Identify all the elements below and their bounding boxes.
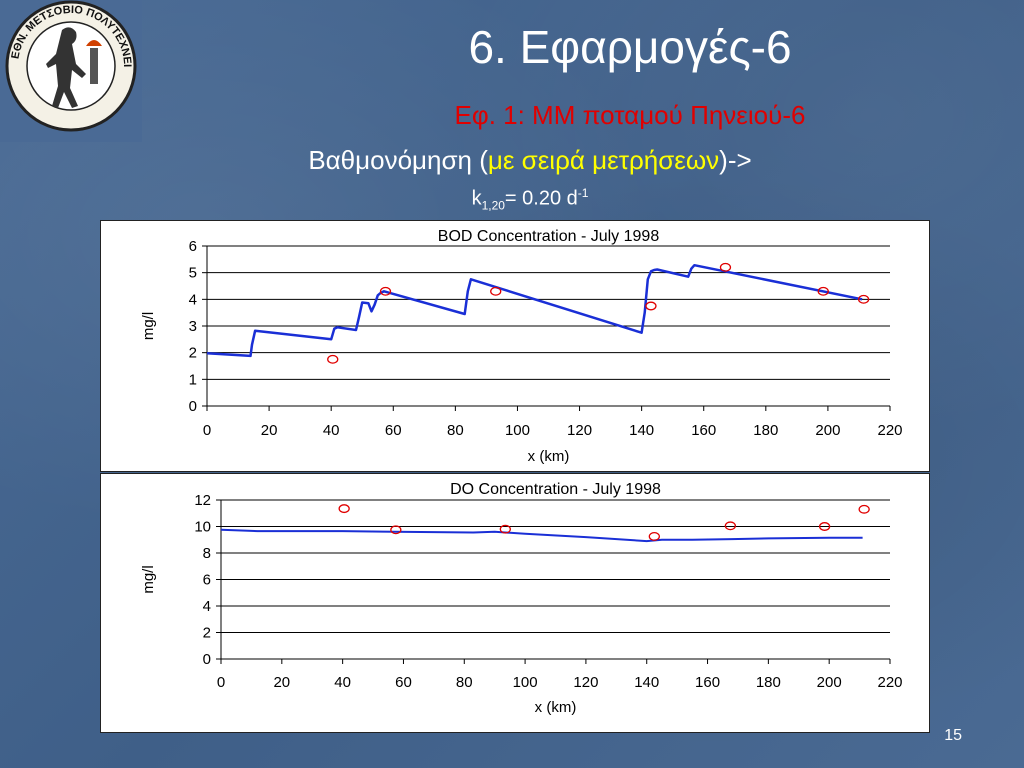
bod-x-tick-label: 0: [203, 422, 211, 439]
bod-y-tick-label: 0: [189, 398, 197, 415]
bod-chart-title: BOD Concentration - July 1998: [438, 228, 660, 245]
bod-x-tick-label: 60: [385, 422, 402, 439]
do-y-axis-label: mg/l: [140, 565, 157, 593]
do-observed-point: [724, 521, 737, 531]
do-x-tick-label: 200: [817, 674, 842, 691]
do-y-tick-label: 4: [203, 598, 211, 615]
bod-x-tick-label: 180: [753, 422, 778, 439]
do-y-tick-label: 10: [194, 519, 211, 536]
bod-observed-point: [857, 294, 870, 304]
do-y-tick-label: 2: [203, 625, 211, 642]
bod-model-line: [206, 263, 863, 358]
bod-observed-point: [490, 286, 502, 296]
bod-x-tick-label: 140: [629, 422, 654, 439]
do-observed-point: [499, 524, 511, 534]
bod-x-axis-label: x (km): [528, 448, 570, 465]
do-x-tick-label: 100: [513, 674, 538, 691]
do-x-tick-label: 140: [634, 674, 659, 691]
do-y-tick-label: 12: [194, 492, 211, 509]
do-model-line: [220, 528, 863, 543]
bod-x-tick-label: 100: [505, 422, 530, 439]
bod-chart-panel: BOD Concentration - July 1998 0 1 2 3 4 5 6 0 20 4…: [100, 220, 930, 472]
bod-observed-point: [817, 286, 829, 296]
seal-icon: ΕΘΝ. ΜΕΤΣΟΒΙΟ ΠΟΛΥΤΕΧΝΕΙΟ: [0, 0, 137, 132]
do-x-tick-label: 40: [334, 674, 351, 691]
calibration-text: Βαθμονόμηση (: [308, 145, 488, 175]
k-symbol: k: [471, 187, 482, 210]
k-value: = 0.20 d: [504, 187, 578, 210]
bod-x-tick-label: 20: [261, 422, 278, 439]
bod-x-tick-label: 80: [447, 422, 464, 439]
do-observed-point: [338, 504, 350, 514]
do-x-tick-label: 160: [695, 674, 720, 691]
bod-observed-point: [645, 301, 657, 311]
bod-y-tick-label: 2: [189, 345, 197, 362]
slide-title: 6. Εφαρμογές-6: [468, 21, 792, 73]
bod-observed-point: [379, 286, 392, 296]
university-logo: ΕΘΝ. ΜΕΤΣΟΒΙΟ ΠΟΛΥΤΕΧΝΕΙΟ: [0, 0, 142, 142]
do-x-tick-label: 20: [273, 674, 290, 691]
do-observed-point: [818, 522, 831, 531]
do-y-tick-label: 8: [203, 545, 211, 562]
do-x-tick-label: 0: [217, 674, 225, 691]
do-y-tick-label: 0: [203, 651, 211, 668]
calibration-highlight: με σειρά μετρήσεων: [487, 145, 720, 175]
do-x-tick-label: 60: [395, 674, 412, 691]
do-observed-point: [858, 504, 870, 514]
do-chart-title: DO Concentration - July 1998: [450, 481, 661, 498]
do-y-tick-label: 6: [203, 572, 211, 589]
bod-y-tick-label: 4: [189, 291, 197, 308]
do-x-tick-label: 220: [877, 674, 902, 691]
bod-y-tick-label: 1: [189, 371, 197, 388]
do-x-tick-label: 120: [573, 674, 598, 691]
page-number: 15: [944, 727, 962, 744]
do-x-tick-label: 80: [456, 674, 473, 691]
k-subscript: 1,20: [481, 198, 505, 213]
bod-x-tick-label: 160: [691, 422, 716, 439]
do-chart-panel: DO Concentration - July 1998 0 2 4 6 8 10 12 0 20…: [100, 473, 930, 733]
slide-subtitle: Εφ. 1: ΜΜ ποταμού Πηνειού-6: [454, 100, 806, 130]
bod-observed-point: [719, 262, 732, 272]
bod-observed-point: [327, 354, 339, 364]
bod-y-tick-label: 3: [189, 318, 197, 335]
k-superscript: -1: [577, 186, 589, 200]
bod-x-tick-label: 40: [323, 422, 340, 439]
do-observed-point: [648, 531, 660, 541]
do-observed-point: [390, 525, 402, 535]
bod-x-tick-label: 120: [567, 422, 592, 439]
bod-x-tick-label: 200: [815, 422, 840, 439]
bod-y-axis-label: mg/l: [140, 312, 157, 340]
do-x-axis-label: x (km): [535, 699, 577, 716]
do-x-tick-label: 180: [756, 674, 781, 691]
bod-x-tick-label: 220: [877, 422, 902, 439]
bod-y-tick-label: 6: [189, 238, 197, 255]
bod-y-tick-label: 5: [189, 265, 197, 282]
calibration-arrow: )->: [719, 145, 752, 175]
rate-constant: k1,20= 0.20 d-1: [380, 186, 680, 213]
calibration-heading: Βαθμονόμηση (με σειρά μετρήσεων)->: [140, 145, 920, 176]
